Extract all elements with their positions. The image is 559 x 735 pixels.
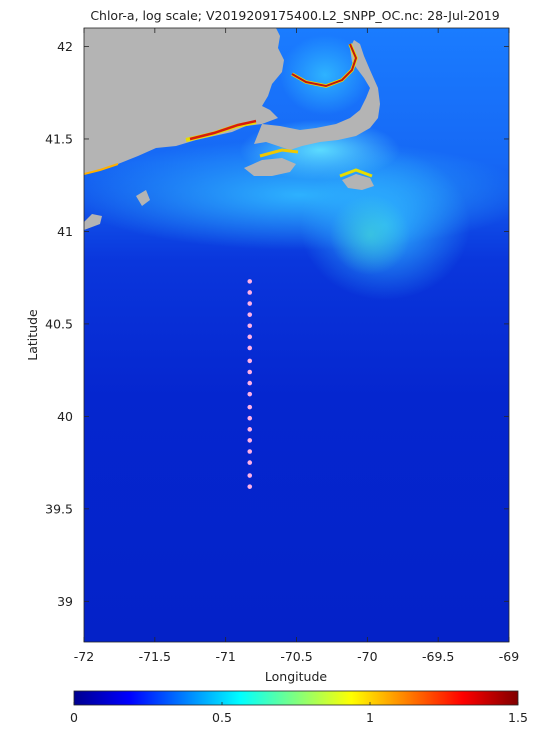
x-axis: -72 -71.5 -71 -70.5 -70 -69.5 -69 bbox=[74, 28, 519, 664]
plot-title: Chlor-a, log scale; V2019209175400.L2_SN… bbox=[90, 8, 499, 23]
land-mainland bbox=[84, 28, 284, 174]
ri-coast-rim bbox=[84, 163, 119, 175]
y-tick-label: 41.5 bbox=[45, 131, 73, 146]
coastal-high-chl-core bbox=[189, 119, 257, 141]
station-marker bbox=[247, 438, 253, 443]
shoals-core bbox=[330, 195, 410, 275]
station-marker bbox=[247, 391, 253, 397]
land-long-island-tip bbox=[84, 214, 102, 230]
colorbar-tick-label: 0.5 bbox=[212, 710, 232, 725]
land-nantucket bbox=[342, 174, 374, 190]
station-marker bbox=[247, 358, 253, 364]
station-marker bbox=[247, 312, 253, 317]
station-marker bbox=[247, 290, 253, 295]
x-axis-label: Longitude bbox=[265, 669, 327, 684]
colorbar-ticks: 0 0.5 1 1.5 bbox=[70, 702, 528, 725]
x-tick-label: -71.5 bbox=[139, 649, 171, 664]
station-marker bbox=[247, 449, 253, 454]
station-marker bbox=[247, 334, 253, 340]
y-tick-label: 40 bbox=[57, 409, 73, 424]
y-tick-label: 42 bbox=[57, 39, 73, 54]
station-markers bbox=[247, 279, 253, 489]
y-tick-label: 40.5 bbox=[45, 316, 73, 331]
nantucket-sound-rim bbox=[339, 168, 373, 178]
y-tick-label: 41 bbox=[57, 224, 73, 239]
colorbar-tick-label: 0 bbox=[70, 710, 78, 725]
station-marker bbox=[247, 427, 253, 432]
vineyard-sound-rim bbox=[259, 148, 299, 158]
y-axis: 39 39.5 40 40.5 41 41.5 42 bbox=[45, 39, 509, 609]
cape-cod-bay-water bbox=[280, 35, 370, 115]
station-marker bbox=[247, 484, 253, 489]
x-tick-label: -71 bbox=[215, 649, 235, 664]
land-marthas-vineyard bbox=[244, 158, 296, 176]
x-tick-label: -70 bbox=[357, 649, 377, 664]
colorbar-tick-label: 1 bbox=[366, 710, 374, 725]
land-block-island bbox=[136, 190, 150, 206]
x-tick-label: -70.5 bbox=[280, 649, 312, 664]
station-marker bbox=[247, 473, 253, 478]
station-marker bbox=[247, 323, 253, 329]
station-marker bbox=[247, 380, 253, 386]
x-tick-label: -69.5 bbox=[422, 649, 454, 664]
station-marker bbox=[247, 369, 253, 375]
cape-cod-bay-rim-core bbox=[291, 43, 358, 88]
x-tick-label: -69 bbox=[499, 649, 519, 664]
station-marker bbox=[247, 460, 253, 465]
station-marker bbox=[247, 404, 253, 410]
y-axis-label: Latitude bbox=[25, 309, 40, 361]
y-tick-label: 39 bbox=[57, 594, 73, 609]
colorbar-tick-label: 1.5 bbox=[508, 710, 528, 725]
y-tick-label: 39.5 bbox=[45, 501, 73, 516]
station-marker bbox=[247, 279, 253, 284]
map-area bbox=[84, 28, 509, 642]
x-tick-label: -72 bbox=[74, 649, 94, 664]
station-marker bbox=[247, 301, 253, 306]
station-marker bbox=[247, 345, 253, 351]
colorbar bbox=[73, 690, 519, 706]
land-cape-cod bbox=[254, 40, 380, 150]
station-marker bbox=[247, 415, 253, 421]
